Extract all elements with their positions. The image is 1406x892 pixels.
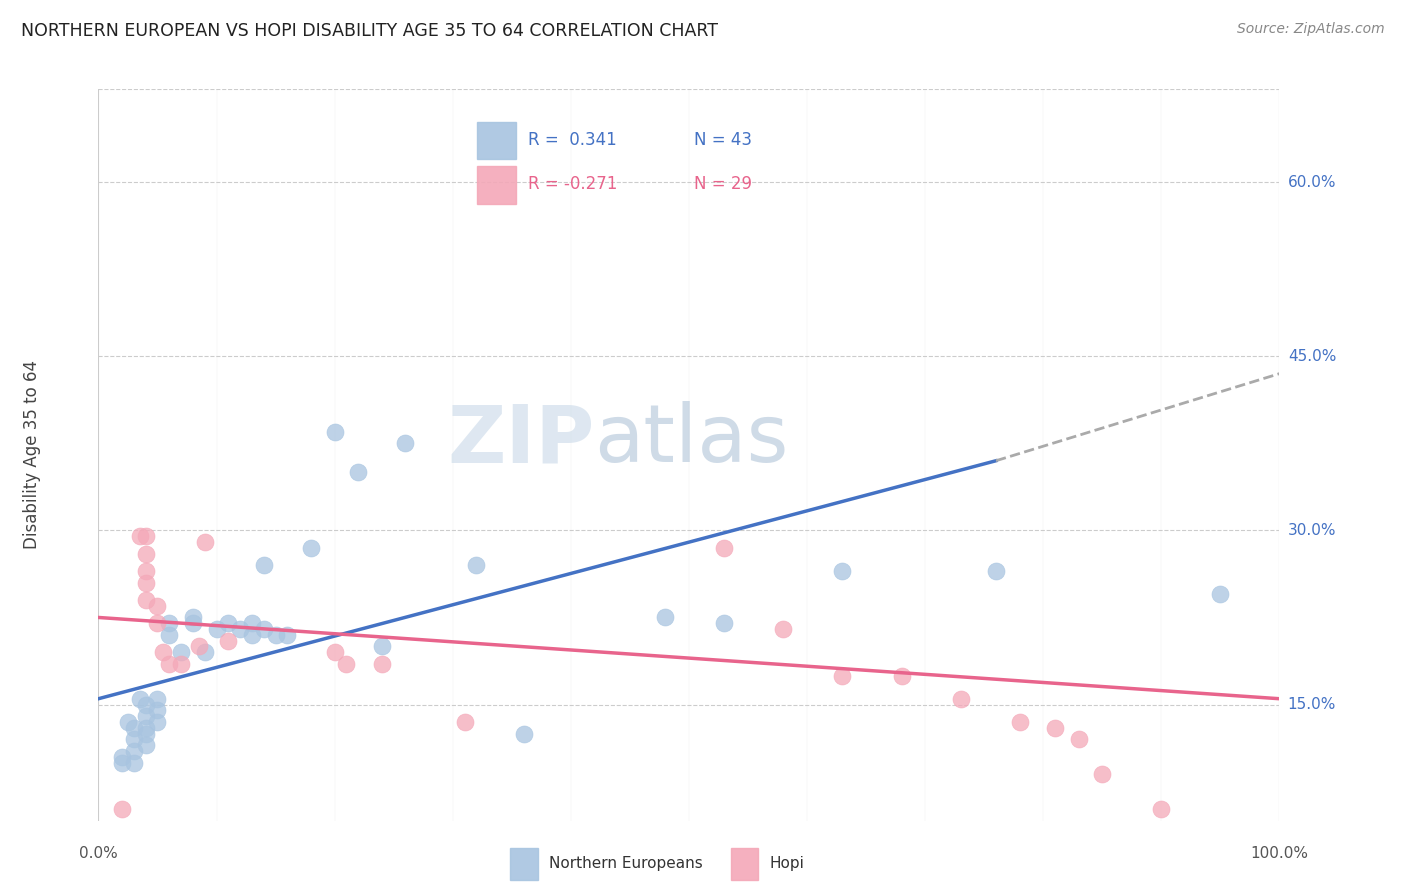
Text: 30.0%: 30.0% <box>1288 523 1336 538</box>
Point <box>890 668 912 682</box>
Point <box>157 657 180 671</box>
Text: Northern Europeans: Northern Europeans <box>550 855 703 871</box>
FancyBboxPatch shape <box>477 166 516 203</box>
Point <box>194 645 217 659</box>
Text: N = 29: N = 29 <box>695 176 752 194</box>
Point <box>240 628 263 642</box>
Point <box>146 703 169 717</box>
Point <box>949 691 972 706</box>
Point <box>1008 714 1031 729</box>
Point <box>347 466 370 480</box>
Point <box>335 657 357 671</box>
Point <box>128 691 150 706</box>
Point <box>122 744 145 758</box>
Point <box>1209 587 1232 601</box>
Point <box>135 726 157 740</box>
Point <box>772 622 794 636</box>
Point <box>713 616 735 631</box>
Text: 100.0%: 100.0% <box>1250 846 1309 861</box>
Point <box>146 616 169 631</box>
Point <box>713 541 735 555</box>
Point <box>157 616 180 631</box>
Text: R = -0.271: R = -0.271 <box>529 176 617 194</box>
Point <box>157 628 180 642</box>
Point <box>181 610 204 624</box>
Point <box>394 436 416 450</box>
Point <box>170 645 193 659</box>
Point <box>253 622 276 636</box>
Point <box>229 622 252 636</box>
Text: 15.0%: 15.0% <box>1288 697 1336 712</box>
Point <box>654 610 676 624</box>
Point <box>253 558 276 573</box>
Point <box>135 709 157 723</box>
Point <box>1150 802 1173 816</box>
Point <box>1043 721 1066 735</box>
Point <box>1067 732 1090 747</box>
Point <box>146 691 169 706</box>
Point <box>194 535 217 549</box>
Point <box>512 726 534 740</box>
Point <box>453 714 475 729</box>
Text: ZIP: ZIP <box>447 401 595 479</box>
Text: Hopi: Hopi <box>770 855 804 871</box>
Point <box>128 529 150 543</box>
Text: 0.0%: 0.0% <box>79 846 118 861</box>
Point <box>135 738 157 752</box>
Text: N = 43: N = 43 <box>695 131 752 149</box>
Point <box>111 756 134 770</box>
Point <box>984 564 1007 578</box>
Text: R =  0.341: R = 0.341 <box>529 131 617 149</box>
Text: atlas: atlas <box>595 401 789 479</box>
Point <box>371 657 394 671</box>
Text: Disability Age 35 to 64: Disability Age 35 to 64 <box>22 360 41 549</box>
Point <box>465 558 488 573</box>
Text: 45.0%: 45.0% <box>1288 349 1336 364</box>
Point <box>831 564 853 578</box>
Point <box>299 541 322 555</box>
Point <box>122 721 145 735</box>
Point <box>217 616 239 631</box>
FancyBboxPatch shape <box>510 848 537 880</box>
Point <box>135 564 157 578</box>
Point <box>111 749 134 764</box>
Point <box>217 633 239 648</box>
Point <box>264 628 287 642</box>
Point <box>371 640 394 654</box>
Point <box>276 628 298 642</box>
Point <box>170 657 193 671</box>
Point <box>146 599 169 613</box>
Point <box>117 714 139 729</box>
Point <box>122 756 145 770</box>
Point <box>323 645 346 659</box>
Point <box>181 616 204 631</box>
Point <box>135 593 157 607</box>
Point <box>135 547 157 561</box>
Point <box>1091 767 1114 781</box>
Point <box>240 616 263 631</box>
Point <box>205 622 228 636</box>
Point <box>135 575 157 590</box>
Point <box>187 640 209 654</box>
Point <box>323 425 346 439</box>
Text: Source: ZipAtlas.com: Source: ZipAtlas.com <box>1237 22 1385 37</box>
Point <box>111 802 134 816</box>
Text: 60.0%: 60.0% <box>1288 175 1336 190</box>
Point <box>135 529 157 543</box>
Point <box>831 668 853 682</box>
Point <box>146 714 169 729</box>
FancyBboxPatch shape <box>477 121 516 160</box>
Point <box>135 721 157 735</box>
FancyBboxPatch shape <box>731 848 758 880</box>
Text: NORTHERN EUROPEAN VS HOPI DISABILITY AGE 35 TO 64 CORRELATION CHART: NORTHERN EUROPEAN VS HOPI DISABILITY AGE… <box>21 22 718 40</box>
Point <box>152 645 174 659</box>
Point <box>122 732 145 747</box>
Point <box>135 698 157 712</box>
